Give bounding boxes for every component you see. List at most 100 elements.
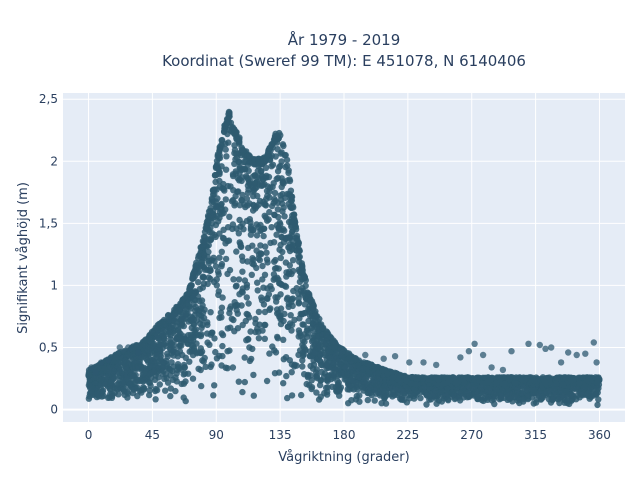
x-tick-labels: 0 45 90 135 180 225 270 315 360 bbox=[85, 428, 611, 442]
data-point bbox=[466, 392, 473, 399]
data-point bbox=[250, 392, 257, 399]
data-point bbox=[205, 274, 212, 281]
data-point bbox=[225, 110, 232, 118]
data-point bbox=[273, 306, 281, 313]
data-point bbox=[286, 177, 294, 185]
data-point bbox=[394, 371, 402, 379]
data-point bbox=[499, 366, 507, 374]
data-point bbox=[213, 204, 220, 211]
data-point bbox=[403, 377, 410, 385]
x-tick-label: 360 bbox=[588, 428, 611, 442]
data-point bbox=[274, 335, 281, 342]
data-point bbox=[306, 352, 314, 360]
data-point bbox=[282, 151, 289, 159]
data-point bbox=[219, 342, 226, 350]
data-point bbox=[585, 374, 593, 381]
data-point bbox=[398, 396, 405, 403]
data-point bbox=[490, 395, 497, 403]
data-point bbox=[366, 384, 374, 392]
data-point bbox=[236, 165, 243, 172]
data-point bbox=[374, 369, 382, 377]
data-point bbox=[204, 319, 211, 326]
data-point bbox=[98, 376, 105, 384]
data-point bbox=[244, 202, 251, 209]
data-point bbox=[381, 382, 388, 389]
data-point bbox=[559, 381, 567, 388]
data-point bbox=[196, 285, 203, 293]
data-point bbox=[164, 350, 171, 357]
data-point bbox=[334, 386, 341, 394]
data-point bbox=[302, 282, 309, 289]
data-point bbox=[193, 340, 200, 347]
data-point bbox=[248, 271, 255, 278]
data-point bbox=[348, 367, 355, 374]
data-point bbox=[216, 254, 223, 261]
data-point bbox=[576, 374, 583, 381]
data-point bbox=[284, 394, 291, 402]
data-point bbox=[271, 258, 278, 265]
data-point bbox=[209, 329, 216, 336]
data-point bbox=[193, 317, 200, 324]
data-point bbox=[250, 201, 257, 209]
data-point bbox=[237, 243, 244, 250]
data-point bbox=[268, 224, 275, 231]
data-point bbox=[459, 376, 467, 383]
data-point bbox=[243, 195, 251, 202]
data-point bbox=[270, 239, 278, 246]
data-point bbox=[433, 361, 440, 369]
x-axis-title: Vågriktning (grader) bbox=[278, 450, 409, 465]
data-point bbox=[300, 344, 307, 351]
data-point bbox=[134, 392, 141, 400]
data-point bbox=[329, 383, 336, 390]
data-point bbox=[197, 366, 204, 374]
data-point bbox=[520, 395, 527, 403]
data-point bbox=[194, 261, 201, 268]
data-point bbox=[221, 128, 228, 135]
data-point bbox=[275, 224, 282, 231]
data-point bbox=[536, 341, 543, 349]
data-point bbox=[134, 384, 141, 391]
data-point bbox=[261, 335, 268, 342]
data-point bbox=[241, 277, 249, 284]
data-point bbox=[438, 398, 446, 405]
data-point bbox=[576, 380, 583, 387]
data-point bbox=[518, 376, 525, 383]
data-point bbox=[116, 344, 124, 351]
data-point bbox=[249, 242, 256, 249]
data-point bbox=[135, 349, 142, 356]
data-point bbox=[432, 387, 439, 394]
data-point bbox=[217, 309, 225, 316]
data-point bbox=[140, 377, 148, 384]
data-point bbox=[222, 255, 230, 263]
x-tick-label: 225 bbox=[396, 428, 419, 442]
data-point bbox=[590, 339, 597, 346]
data-point bbox=[175, 307, 183, 314]
data-point bbox=[567, 391, 574, 399]
data-point bbox=[97, 381, 104, 388]
data-point bbox=[218, 314, 225, 321]
data-point bbox=[283, 156, 291, 164]
y-tick-label: 0,5 bbox=[39, 341, 58, 355]
data-point bbox=[595, 396, 602, 403]
data-point bbox=[278, 183, 285, 191]
data-point bbox=[479, 380, 487, 388]
data-point bbox=[453, 380, 460, 387]
data-point bbox=[146, 387, 153, 394]
x-tick-label: 90 bbox=[209, 428, 224, 442]
data-point bbox=[254, 279, 261, 286]
data-point bbox=[493, 379, 500, 387]
data-points bbox=[85, 108, 603, 409]
data-point bbox=[224, 270, 231, 278]
data-point bbox=[249, 173, 257, 180]
data-point bbox=[167, 332, 174, 339]
data-point bbox=[263, 174, 270, 181]
data-point bbox=[212, 164, 220, 172]
data-point bbox=[240, 159, 247, 166]
data-point bbox=[126, 381, 134, 388]
data-point bbox=[257, 242, 264, 249]
data-point bbox=[266, 144, 273, 152]
data-point bbox=[204, 339, 211, 346]
data-point bbox=[337, 345, 344, 352]
data-point bbox=[216, 230, 223, 237]
data-point bbox=[224, 237, 231, 245]
